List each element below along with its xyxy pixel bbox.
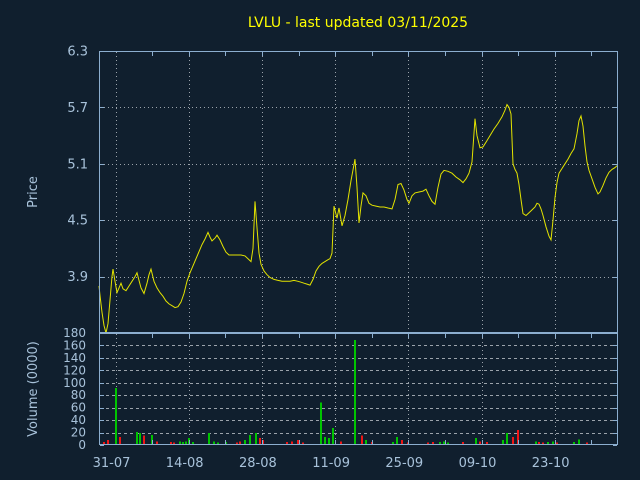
volume-bar: [506, 433, 508, 444]
volume-tick-label: 160: [63, 338, 86, 352]
volume-bar: [185, 441, 187, 444]
price-tick-label: 3.9: [67, 270, 88, 285]
volume-bar: [328, 438, 330, 444]
volume-tick-label: 80: [71, 388, 86, 402]
volume-bar: [297, 440, 299, 444]
volume-bar: [443, 441, 445, 444]
volume-bar: [324, 436, 326, 444]
volume-bar: [535, 441, 537, 444]
volume-bar: [332, 428, 334, 444]
volume-bar: [447, 442, 449, 444]
volume-plot-border: [99, 333, 618, 445]
volume-bar: [542, 442, 544, 444]
volume-bar: [249, 435, 251, 444]
volume-bar: [439, 441, 441, 444]
volume-bar: [115, 387, 117, 444]
volume-bar: [217, 442, 219, 444]
volume-bar: [170, 441, 172, 444]
volume-bar: [547, 441, 549, 444]
volume-tick-label: 0: [78, 438, 86, 452]
axes-and-labels: 6.3 5.7 5.1 4.5 3.9 1801601401201008060402003…: [26, 45, 618, 471]
volume-bar: [354, 339, 356, 444]
volume-axis-title: Volume (0000): [26, 341, 41, 437]
volume-panel: [103, 339, 588, 445]
volume-tick-label: 100: [63, 376, 86, 390]
volume-bar: [538, 441, 540, 444]
price-axis-title: Price: [26, 176, 41, 208]
price-tick-label: 4.5: [67, 214, 88, 229]
volume-bar: [432, 441, 434, 444]
gridlines: [100, 52, 617, 444]
x-tick-label: 14-08: [166, 456, 204, 471]
x-tick-label: 28-08: [239, 456, 277, 471]
volume-bar: [255, 433, 257, 444]
volume-bar: [244, 440, 246, 444]
volume-tick-label: 60: [71, 401, 86, 415]
volume-bar: [396, 436, 398, 444]
volume-bar: [486, 441, 488, 444]
volume-bar: [586, 442, 588, 444]
price-panel: [98, 103, 618, 334]
volume-bar: [119, 436, 121, 444]
volume-bar: [427, 442, 429, 444]
volume-bar: [259, 438, 261, 444]
volume-bar: [286, 441, 288, 444]
volume-tick-label: 140: [63, 351, 86, 365]
volume-tick-label: 120: [63, 363, 86, 377]
volume-bar: [578, 439, 580, 444]
chart-title: LVLU - last updated 03/11/2025: [248, 15, 468, 31]
volume-bar: [552, 441, 554, 444]
volume-bar: [361, 435, 363, 444]
price-line: [98, 103, 618, 334]
volume-bar: [136, 431, 138, 444]
volume-bar: [151, 435, 153, 444]
volume-bar: [475, 438, 477, 444]
volume-bar: [556, 442, 558, 444]
volume-bar: [462, 441, 464, 444]
volume-bar: [365, 440, 367, 444]
volume-bar: [156, 441, 158, 444]
volume-bar: [479, 441, 481, 444]
volume-bar: [213, 441, 215, 444]
volume-bar: [143, 435, 145, 444]
volume-bar: [173, 442, 175, 444]
x-tick-label: 31-07: [93, 456, 131, 471]
volume-bar: [401, 440, 403, 444]
volume-bar: [107, 440, 109, 444]
volume-bar: [512, 436, 514, 444]
volume-bar: [182, 441, 184, 444]
volume-bar: [517, 430, 519, 444]
volume-bar: [302, 442, 304, 444]
volume-bar: [392, 441, 394, 444]
x-tick-label: 23-10: [532, 456, 570, 471]
x-tick-label: 09-10: [459, 456, 497, 471]
volume-bar: [320, 402, 322, 444]
price-tick-label: 5.7: [67, 101, 88, 116]
volume-bar: [208, 433, 210, 444]
price-tick-label: 6.3: [67, 45, 88, 60]
price-tick-label: 5.1: [67, 157, 88, 172]
volume-bar: [192, 441, 194, 444]
volume-bar: [139, 433, 141, 444]
x-tick-label: 11-09: [312, 456, 350, 471]
volume-bar: [236, 442, 238, 444]
volume-bar: [291, 441, 293, 444]
volume-bar: [103, 441, 105, 444]
volume-tick-label: 20: [71, 426, 86, 440]
volume-bar: [573, 441, 575, 444]
volume-tick-label: 40: [71, 413, 86, 427]
x-tick-label: 25-09: [385, 456, 423, 471]
volume-bar: [179, 441, 181, 444]
volume-bar: [239, 441, 241, 444]
volume-tick-label: 180: [63, 326, 86, 340]
volume-bar: [502, 440, 504, 444]
volume-bar: [340, 441, 342, 444]
price-plot-border: [99, 51, 618, 333]
